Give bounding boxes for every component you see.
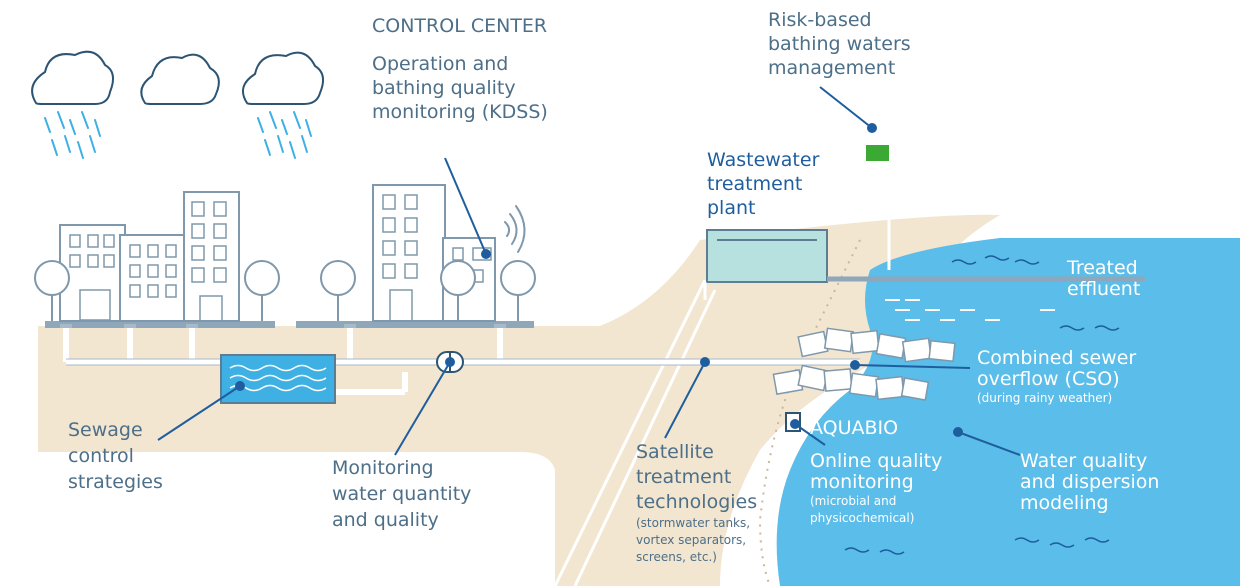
- label-line: management: [768, 57, 896, 79]
- cloud-rain-icon: [241, 51, 325, 105]
- cso-label: Combined sewer overflow (CSO) (during ra…: [977, 348, 1136, 407]
- online-note-line: (microbial and: [810, 494, 897, 508]
- label-line: Wastewater: [707, 149, 820, 171]
- treatment-plant-icon: [703, 229, 828, 300]
- satellite-note-line: vortex separators,: [636, 533, 747, 547]
- storage-tank-icon: [220, 354, 336, 404]
- cso-rocks: [772, 327, 956, 401]
- flag-icon: [866, 143, 891, 270]
- sand-area: [38, 214, 1000, 586]
- road-line: [553, 279, 707, 586]
- water-quality-label: Water quality and dispersion modeling: [1020, 451, 1159, 514]
- sewage-control-label: Sewage control strategies: [68, 417, 163, 495]
- label-line: monitoring (KDSS): [372, 101, 548, 123]
- building-icon: [59, 191, 240, 322]
- cso-note: (during rainy weather): [977, 391, 1113, 405]
- satellite-note-line: (stormwater tanks,: [636, 516, 751, 530]
- label-line: Satellite: [636, 441, 714, 463]
- water-waves: [844, 255, 1120, 555]
- online-note-line: physicochemical): [810, 511, 915, 525]
- label-line: Water quality: [1020, 450, 1148, 472]
- label-line: technologies: [636, 491, 758, 513]
- rain-drops: [44, 111, 312, 159]
- treated-effluent-label: Treated effluent: [1067, 258, 1140, 300]
- label-line: plant: [707, 197, 756, 219]
- label-line: treatment: [636, 466, 732, 488]
- cloud-icon: [140, 53, 220, 105]
- water-dashes: [885, 299, 1055, 321]
- label-line: bathing waters: [768, 33, 911, 55]
- label-line: overflow (CSO): [977, 368, 1120, 390]
- label-line: Monitoring: [332, 457, 434, 479]
- sea-area: [776, 238, 1240, 586]
- monitoring-quantity-label: Monitoring water quantity and quality: [332, 455, 471, 533]
- street-platform: [296, 321, 534, 328]
- label-line: and dispersion: [1020, 471, 1160, 493]
- online-monitoring-label: Online quality monitoring (microbial and…: [810, 451, 942, 527]
- label-line: Combined sewer: [977, 347, 1137, 369]
- control-center-title: CONTROL CENTER: [372, 15, 548, 37]
- label-line: control: [68, 445, 134, 467]
- building-windows: [69, 201, 227, 322]
- label-line: Treated: [1067, 257, 1138, 279]
- leader-dots: [235, 123, 963, 437]
- satellite-treatment-label: Satellite treatment technologies (stormw…: [636, 440, 757, 566]
- label-line: and quality: [332, 509, 439, 531]
- wastewater-plant-label: Wastewater treatment plant: [707, 148, 819, 220]
- label-line: monitoring: [810, 471, 914, 493]
- label-line: water quantity: [332, 483, 472, 505]
- tree-icon: [34, 260, 280, 321]
- tree-icon: [320, 260, 536, 321]
- road-line: [573, 289, 717, 586]
- leader-lines: [157, 86, 1021, 456]
- pipe-joints: [60, 324, 506, 328]
- risk-management-label: Risk-based bathing waters management: [768, 8, 911, 80]
- label-line: Sewage: [68, 419, 143, 441]
- aquabio-label: AQUABIO: [810, 417, 899, 439]
- label-line: Risk-based: [768, 9, 872, 31]
- label-line: treatment: [707, 173, 803, 195]
- operation-monitoring-label: Operation and bathing quality monitoring…: [372, 52, 548, 124]
- label-line: effluent: [1067, 278, 1141, 300]
- building-icon: [372, 184, 496, 322]
- cloud-rain-icon: [31, 50, 115, 105]
- label-line: strategies: [68, 471, 163, 493]
- label-line: Operation and: [372, 53, 509, 75]
- satellite-note-line: screens, etc.): [636, 550, 717, 564]
- label-line: modeling: [1020, 492, 1109, 514]
- label-line: Online quality: [810, 450, 943, 472]
- wifi-icon: [504, 205, 526, 253]
- label-line: bathing quality: [372, 77, 516, 99]
- street-platform: [45, 321, 275, 328]
